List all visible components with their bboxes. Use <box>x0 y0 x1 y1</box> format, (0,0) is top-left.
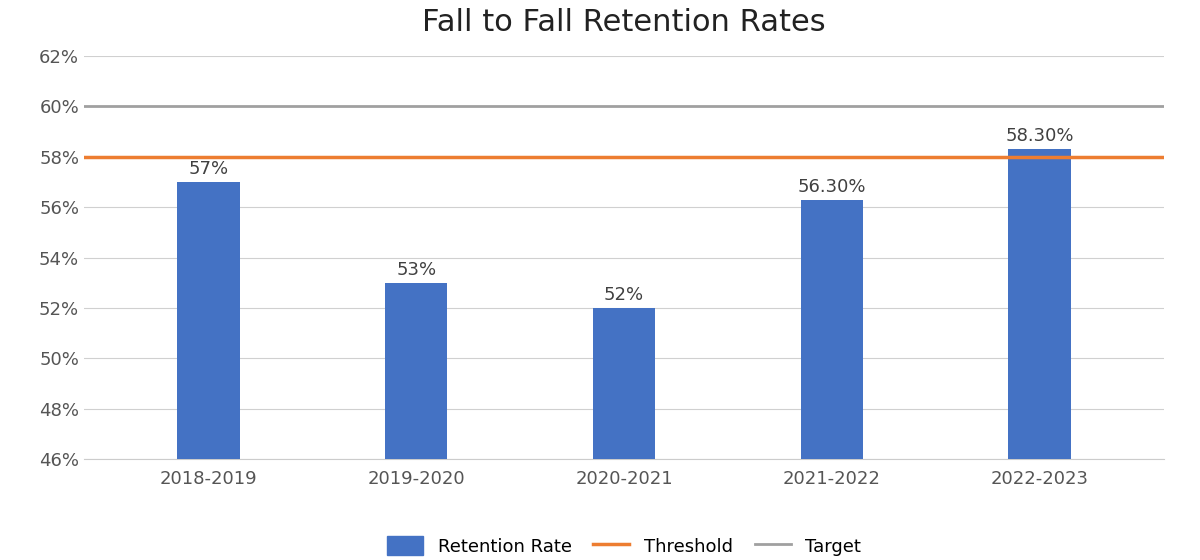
Text: 58.30%: 58.30% <box>1006 128 1074 146</box>
Text: 52%: 52% <box>604 286 644 304</box>
Title: Fall to Fall Retention Rates: Fall to Fall Retention Rates <box>422 8 826 37</box>
Text: 53%: 53% <box>396 261 437 279</box>
Legend: Retention Rate, Threshold, Target: Retention Rate, Threshold, Target <box>380 529 868 560</box>
Bar <box>385 283 448 459</box>
Text: 57%: 57% <box>188 160 229 178</box>
Bar <box>593 308 655 459</box>
Text: 56.30%: 56.30% <box>798 178 866 196</box>
Bar <box>178 182 240 459</box>
Bar <box>1008 150 1070 459</box>
Bar <box>800 200 863 459</box>
